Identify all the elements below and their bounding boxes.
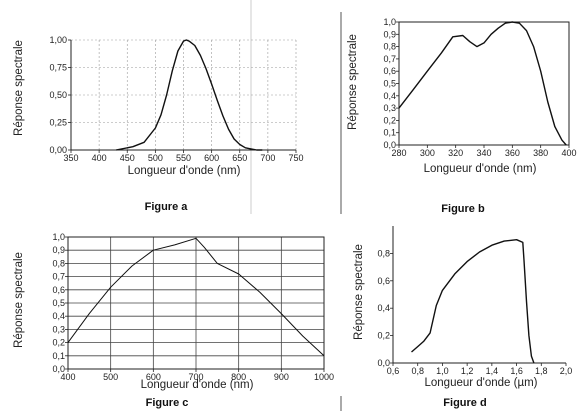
series-line: [411, 238, 535, 364]
x-tick-label: 1,6: [510, 366, 523, 376]
y-tick-label: 0,1: [383, 128, 396, 138]
y-tick-label: 0,6: [52, 285, 65, 295]
y-tick-label: 0,3: [52, 324, 65, 334]
y-tick-label: 1,0: [383, 17, 396, 27]
x-tick-label: 400: [92, 153, 107, 163]
y-axis-label: Réponse spectrale: [347, 34, 359, 130]
y-tick-label: 1,0: [52, 232, 65, 242]
x-axis-label: Longueur d'onde (nm): [141, 379, 254, 391]
x-tick-label: 0,6: [387, 366, 400, 376]
x-tick-label: 0,8: [411, 366, 424, 376]
y-tick-label: 0,4: [52, 311, 65, 321]
x-tick-label: 750: [288, 153, 303, 163]
y-tick-label: 0,3: [383, 103, 396, 113]
x-tick-label: 600: [146, 372, 161, 382]
x-tick-label: 360: [505, 148, 520, 158]
x-tick-label: 500: [103, 372, 118, 382]
x-axis-label: Longueur d'onde (µm): [424, 377, 537, 389]
y-tick-label: 0,0: [383, 140, 396, 150]
x-tick-label: 700: [188, 372, 203, 382]
y-tick-label: 0,7: [52, 272, 65, 282]
x-tick-label: 400: [60, 372, 75, 382]
y-tick-label: 0,0: [377, 358, 390, 368]
x-tick-label: 600: [204, 153, 219, 163]
x-tick-label: 800: [231, 372, 246, 382]
y-tick-label: 0,5: [52, 298, 65, 308]
y-tick-label: 1,00: [49, 35, 67, 45]
y-tick-label: 0,4: [377, 303, 390, 313]
y-tick-label: 0,4: [383, 91, 396, 101]
figure-caption: Figure a: [145, 201, 189, 213]
y-tick-label: 0,8: [52, 258, 65, 268]
x-tick-label: 900: [274, 372, 289, 382]
y-tick-label: 0,0: [52, 364, 65, 374]
series-line: [398, 21, 567, 146]
y-tick-label: 0,2: [377, 331, 390, 341]
figure-caption: Figure b: [441, 203, 485, 215]
x-tick-label: 500: [148, 153, 163, 163]
y-tick-label: 0,00: [49, 145, 67, 155]
x-tick-label: 550: [176, 153, 191, 163]
panel-figure-a: 350 400 450 500 550 600 650 700 750 0,00 0,25 0,50 0…: [13, 35, 304, 213]
x-tick-label: 350: [63, 153, 78, 163]
y-tick-label: 0,8: [383, 42, 396, 52]
x-tick-label: 650: [232, 153, 247, 163]
x-tick-label: 2,0: [560, 366, 573, 376]
y-tick-label: 0,1: [52, 351, 65, 361]
x-axis-label: Longueur d'onde (nm): [424, 163, 537, 175]
x-tick-label: 700: [260, 153, 275, 163]
x-tick-label: 380: [533, 148, 548, 158]
y-tick-label: 0,9: [383, 29, 396, 39]
panel-figure-c: 400 500 600 700 800 900 1000 0,0 0,1 0,2 0,3 0,4 0,5…: [13, 232, 334, 409]
x-tick-label: 1,0: [436, 366, 449, 376]
x-tick-label: 320: [448, 148, 463, 158]
y-axis-label: Réponse spectrale: [13, 252, 25, 348]
panel-figure-b: 280 300 320 340 360 380 400 0,0 0,1 0,2 0,3 0,4 0,5 0…: [347, 17, 577, 215]
x-tick-label: 300: [420, 148, 435, 158]
y-tick-label: 0,2: [52, 338, 65, 348]
x-tick-label: 1,4: [486, 366, 499, 376]
y-tick-label: 0,50: [49, 90, 67, 100]
x-tick-label: 450: [120, 153, 135, 163]
y-axis-label: Réponse spectrale: [353, 244, 365, 340]
x-tick-label: 340: [476, 148, 491, 158]
y-tick-label: 0,6: [377, 276, 390, 286]
y-tick-label: 0,75: [49, 63, 67, 73]
series-line: [67, 237, 325, 357]
figure-caption: Figure c: [146, 397, 189, 409]
y-axis-label: Réponse spectrale: [13, 40, 25, 136]
y-tick-label: 0,8: [377, 248, 390, 258]
y-tick-label: 0,9: [52, 245, 65, 255]
figure-caption: Figure d: [443, 397, 486, 409]
x-tick-label: 1,8: [535, 366, 548, 376]
x-tick-label: 400: [561, 148, 576, 158]
x-tick-label: 280: [391, 148, 406, 158]
series-line: [115, 39, 263, 151]
y-tick-label: 0,7: [383, 54, 396, 64]
x-tick-label: 1000: [314, 372, 334, 382]
x-axis-label: Longueur d'onde (nm): [128, 165, 241, 177]
y-tick-label: 0,6: [383, 66, 396, 76]
panel-figure-d: 0,6 0,8 1,0 1,2 1,4 1,6 1,8 2,00,00,20,40,60,8L…: [353, 226, 572, 409]
y-tick-label: 0,5: [383, 79, 396, 89]
x-tick-label: 1,2: [461, 366, 474, 376]
y-tick-label: 0,2: [383, 115, 396, 125]
y-tick-label: 0,25: [49, 118, 67, 128]
